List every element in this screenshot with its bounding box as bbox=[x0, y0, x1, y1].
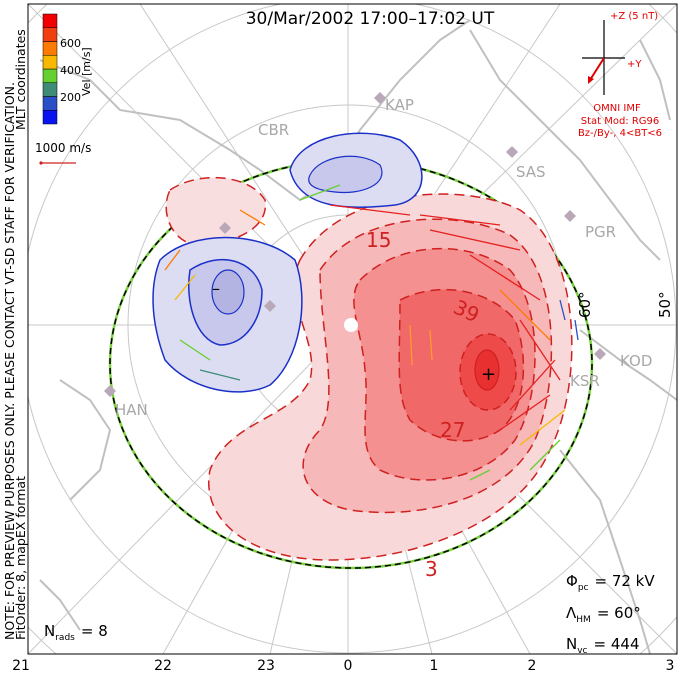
colorbar-segment bbox=[42, 68, 58, 83]
svg-text:3: 3 bbox=[425, 557, 438, 581]
station-label: SAS bbox=[516, 163, 546, 181]
station-label: CBR bbox=[258, 121, 289, 139]
station-label: KAP bbox=[385, 96, 414, 114]
colorbar-tick: 200 bbox=[60, 91, 81, 104]
colorbar-tick: 400 bbox=[60, 64, 81, 77]
imf-source: OMNI IMF bbox=[593, 103, 641, 114]
imf-condition: Bz-/By-, 4<BT<6 bbox=[578, 128, 662, 139]
velocity-vectors bbox=[164, 184, 579, 481]
mlt-axis: 21 22 23 0 1 2 3 bbox=[12, 658, 674, 674]
potential-minimum-marker: – bbox=[212, 279, 220, 298]
cross-polar-potential: Φpc = 72 kV bbox=[566, 572, 655, 593]
mlt-tick-label: 1 bbox=[430, 658, 439, 674]
negative-potential-cell bbox=[152, 132, 423, 393]
station-label: HAN bbox=[115, 401, 148, 419]
colorbar-label: Vel [m/s] bbox=[80, 47, 93, 96]
imf-z-label: +Z (5 nT) bbox=[610, 11, 658, 22]
velocity-colorbar bbox=[42, 13, 58, 125]
mlt-tick-label: 0 bbox=[344, 658, 353, 674]
mlt-tick-label: 2 bbox=[528, 658, 537, 674]
latitude-label-60: 60° bbox=[576, 291, 594, 318]
mlt-tick-label: 3 bbox=[666, 658, 675, 674]
hm-boundary-latitude: ΛHM = 60° bbox=[566, 604, 641, 625]
imf-y-label: +Y bbox=[627, 59, 642, 70]
plot-frame bbox=[27, 3, 678, 655]
colorbar-segment bbox=[42, 13, 58, 28]
magnetic-pole-marker bbox=[344, 318, 358, 332]
map-area bbox=[28, 4, 677, 654]
svg-text:27: 27 bbox=[440, 418, 465, 442]
station-label: KSR bbox=[570, 372, 600, 390]
mlt-tick-label: 21 bbox=[12, 658, 30, 674]
imf-dial bbox=[582, 20, 625, 95]
colorbar-segment bbox=[42, 41, 58, 56]
colorbar-segment bbox=[42, 110, 58, 125]
coordinate-label: MLT coordinates bbox=[13, 29, 28, 130]
svg-text:15: 15 bbox=[366, 228, 391, 252]
colorbar-segment bbox=[42, 82, 58, 97]
station-label: PGR bbox=[585, 223, 616, 241]
vector-count: Nvc = 444 bbox=[566, 635, 639, 656]
colorbar-segment bbox=[42, 27, 58, 42]
latitude-label-50: 50° bbox=[656, 291, 674, 318]
preview-note: NOTE: FOR PREVIEW PURPOSES ONLY. PLEASE … bbox=[2, 82, 17, 640]
radar-count: Nrads = 8 bbox=[44, 622, 108, 643]
map-title: 30/Mar/2002 17:00–17:02 UT bbox=[246, 9, 495, 29]
mlt-tick-label: 22 bbox=[154, 658, 172, 674]
imf-vector-arrow bbox=[589, 57, 605, 81]
station-label: KOD bbox=[620, 352, 652, 370]
colorbar-segment bbox=[42, 55, 58, 70]
colorbar-tick: 600 bbox=[60, 37, 81, 50]
fit-info: FitOrder: 8, mapEX format bbox=[13, 476, 28, 640]
mlt-tick-label: 23 bbox=[257, 658, 275, 674]
coastlines bbox=[39, 19, 677, 654]
imf-model: Stat Mod: RG96 bbox=[581, 116, 660, 127]
reference-vector-label: 1000 m/s bbox=[35, 141, 91, 155]
radar-station-markers bbox=[104, 92, 606, 397]
potential-maximum-marker: + bbox=[481, 364, 496, 385]
station-labels: CBR KAP SAS PGR KOD KSR HAN bbox=[115, 96, 652, 419]
colorbar-segment bbox=[42, 96, 58, 111]
